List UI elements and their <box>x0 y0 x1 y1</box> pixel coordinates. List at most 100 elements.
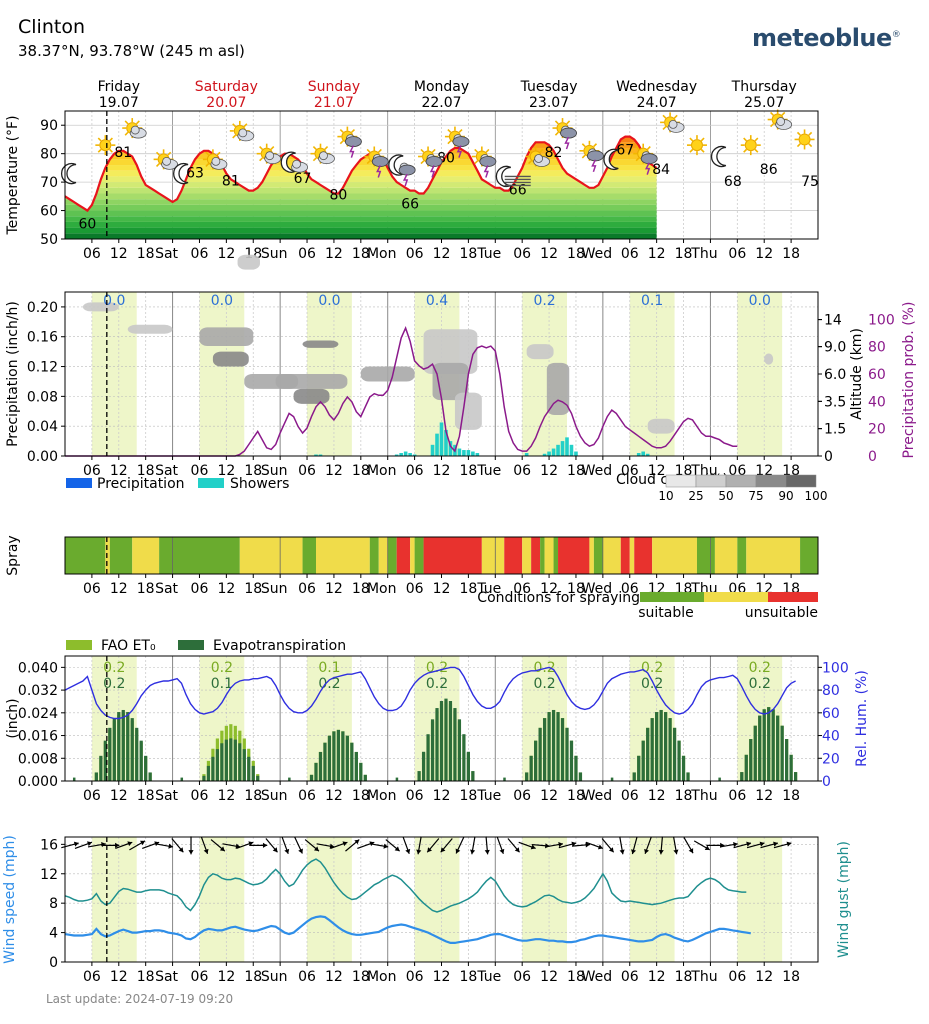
evapotranspiration-bar <box>426 734 430 781</box>
x-tick-label: 12 <box>433 969 451 985</box>
wind-direction-arrow <box>155 843 174 849</box>
sun-ray <box>135 120 140 125</box>
x-tick-label: 18 <box>675 246 693 262</box>
cloud-cover-cell <box>764 353 774 365</box>
evapotranspiration-bar <box>94 772 98 781</box>
x-tick-label: 06 <box>406 581 424 597</box>
x-tick-label: Tue <box>476 581 501 597</box>
x-tick-label: 06 <box>406 246 424 262</box>
wind-direction-arrow <box>558 841 577 849</box>
temperature-label: 81 <box>222 173 240 189</box>
evapotranspiration-bar <box>99 755 103 781</box>
x-tick-label: 06 <box>298 581 316 597</box>
evapotranspiration-bar <box>749 739 753 781</box>
wind-direction-arrow <box>672 836 679 855</box>
sun-ray <box>205 163 210 167</box>
wind-direction-arrow <box>746 841 765 849</box>
x-tick-label: 18 <box>782 969 800 985</box>
arrow-head <box>115 842 120 848</box>
sun-ray <box>259 157 264 162</box>
spray-segment-suitable <box>696 537 715 574</box>
arrow-head <box>298 848 303 854</box>
cloud-cover-cell <box>237 254 260 270</box>
temperature-label: 60 <box>78 217 96 233</box>
evapotranspiration-bar <box>767 707 771 781</box>
sun-ray <box>232 134 237 139</box>
shower-bar <box>466 450 471 456</box>
x-tick-label: 18 <box>137 463 155 479</box>
storm-cloud <box>587 150 604 162</box>
sun-ray <box>431 148 436 153</box>
wind-direction-arrow <box>345 839 360 852</box>
wind-daylight <box>629 837 675 962</box>
sun-storm-icon <box>633 143 658 175</box>
y-tick-label: 0.04 <box>27 419 58 435</box>
arrow-head <box>484 849 490 855</box>
y-right-tick-label: 20 <box>822 751 840 767</box>
y-right-tick-label: 0 <box>868 449 877 465</box>
sun-disc <box>744 139 757 152</box>
sun-ray <box>377 148 382 153</box>
sun-ray <box>420 160 425 165</box>
evapotranspiration-bar <box>354 751 358 781</box>
arrow-head <box>558 841 563 848</box>
evapotranspiration-bar <box>610 777 614 781</box>
evapotranspiration-bar <box>439 701 444 781</box>
y-tick-label: 90 <box>40 118 58 134</box>
sun-ray <box>420 148 425 153</box>
evapotranspiration-bar <box>251 765 255 781</box>
sun-ray <box>662 126 667 131</box>
arrow-head <box>688 848 694 854</box>
wind-direction-arrow <box>222 843 241 849</box>
spray-legend-unsuitable <box>768 592 818 602</box>
temperature-label: 67 <box>294 171 312 187</box>
x-tick-label: 18 <box>675 788 693 804</box>
temperature-line <box>64 135 658 213</box>
sun-ray <box>351 128 356 133</box>
y-right-tick-label: 20 <box>868 422 886 438</box>
x-tick-label: 18 <box>352 969 370 985</box>
arrow-head <box>188 850 194 855</box>
sun-ray <box>109 148 113 153</box>
precipitation-axis-label: Precipitation (inch/h) <box>5 301 21 447</box>
day-date: 24.07 <box>637 95 677 111</box>
cloud-legend-tick: 25 <box>688 489 703 503</box>
evapotranspiration-bar <box>466 751 470 781</box>
x-tick-label: 18 <box>567 581 585 597</box>
day-date: 25.07 <box>744 95 784 111</box>
sun-storm-icon <box>444 126 470 158</box>
wind-direction-arrow <box>484 836 490 855</box>
wind-daylight <box>414 837 460 962</box>
x-tick-label: Mon <box>367 581 397 597</box>
temperature-band <box>65 187 657 194</box>
sun-ray <box>155 163 160 167</box>
sun-ray <box>124 131 129 136</box>
lightning-bolt <box>429 165 436 178</box>
temperature-band <box>65 227 657 234</box>
sun-ray <box>216 151 221 156</box>
daily-et0-total: 0.2 <box>211 660 233 676</box>
cloud-cover-cell <box>293 388 330 404</box>
evapotranspiration-bar <box>430 719 435 781</box>
spray-segment-suitable <box>737 537 747 574</box>
cloud-legend-tick: 90 <box>778 489 793 503</box>
evapotranspiration-bar <box>242 749 246 781</box>
x-tick-label: 06 <box>621 246 639 262</box>
arrow-head <box>284 848 290 854</box>
legend-showers-label: Showers <box>230 476 289 492</box>
x-tick-label: 06 <box>406 463 424 479</box>
x-tick-label: 18 <box>459 788 477 804</box>
lightning-bolt <box>349 145 355 158</box>
location-coordinates: 38.37°N, 93.78°W (245 m asl) <box>18 42 245 60</box>
logo-text: meteoblue <box>752 24 892 52</box>
wind-direction-arrow <box>440 838 453 853</box>
temperature-label: 84 <box>652 162 670 178</box>
shower-bar <box>645 453 650 456</box>
x-tick-label: 06 <box>513 581 531 597</box>
x-tick-label: 12 <box>755 246 773 262</box>
wind-daylight <box>737 837 783 962</box>
y-right-tick-label: 60 <box>822 706 840 722</box>
x-tick-label: 06 <box>191 788 209 804</box>
meteoblue-logo[interactable]: meteoblue® <box>752 24 901 52</box>
x-tick-label: 12 <box>110 246 128 262</box>
